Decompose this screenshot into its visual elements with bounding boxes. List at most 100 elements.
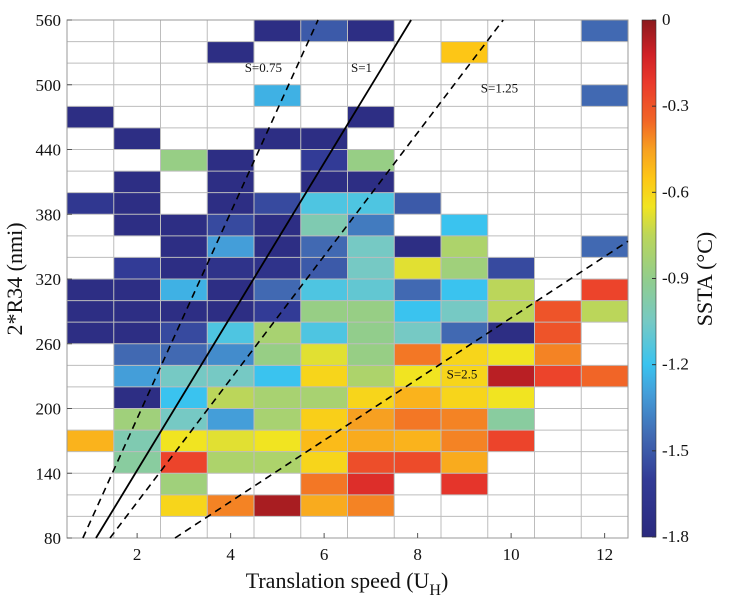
heatmap-cell bbox=[347, 279, 395, 301]
heatmap-cell bbox=[394, 235, 441, 258]
line-label: S=2.5 bbox=[447, 366, 478, 381]
heatmap-cell bbox=[347, 365, 395, 387]
heatmap-cell bbox=[254, 365, 301, 387]
heatmap-cell bbox=[113, 430, 161, 452]
heatmap-cell bbox=[207, 494, 254, 517]
line-label: S=1.25 bbox=[481, 80, 518, 95]
heatmap-cell bbox=[113, 214, 161, 236]
heatmap-cell bbox=[534, 322, 582, 344]
heatmap-cell bbox=[441, 343, 488, 366]
heatmap-cell bbox=[160, 322, 208, 344]
heatmap-cell bbox=[347, 300, 395, 323]
heatmap-cell bbox=[300, 171, 348, 193]
y-tick-label: 380 bbox=[36, 205, 62, 224]
heatmap-cell bbox=[347, 20, 395, 42]
heatmap-cell bbox=[441, 257, 488, 279]
heatmap-cell bbox=[300, 365, 348, 387]
line-s-2-5 bbox=[174, 240, 629, 539]
heatmap-cell bbox=[394, 343, 441, 366]
heatmap-cell bbox=[394, 192, 441, 215]
heatmap-cell bbox=[487, 279, 535, 301]
heatmap-cell bbox=[441, 386, 488, 409]
line-label: S=1 bbox=[351, 60, 372, 75]
heatmap-cell bbox=[347, 214, 395, 236]
heatmap-cell bbox=[254, 322, 301, 344]
heatmap-cell bbox=[160, 235, 208, 258]
x-axis-ticks: 2 4 6 8 10 12 bbox=[133, 533, 613, 564]
heatmap-cell bbox=[160, 214, 208, 236]
heatmap-cell bbox=[160, 343, 208, 366]
heatmap-cell bbox=[254, 386, 301, 409]
heatmap-cell bbox=[207, 171, 254, 193]
heatmap-cell bbox=[441, 430, 488, 452]
y-tick-label: 200 bbox=[36, 400, 62, 419]
heatmap-cell bbox=[300, 343, 348, 366]
line-label: S=0.75 bbox=[245, 60, 282, 75]
heatmap-cell bbox=[300, 473, 348, 495]
heatmap-cell bbox=[347, 257, 395, 279]
heatmap-cell bbox=[160, 279, 208, 301]
y-tick-label: 140 bbox=[36, 464, 62, 483]
heatmap-cell bbox=[347, 473, 395, 495]
heatmap-cell bbox=[67, 322, 114, 344]
heatmap-cell bbox=[207, 343, 254, 366]
heatmap-cell bbox=[254, 257, 301, 279]
heatmap-cell bbox=[207, 257, 254, 279]
heatmap-cell bbox=[300, 322, 348, 344]
heatmap-cell bbox=[394, 408, 441, 431]
heatmap-cell bbox=[254, 494, 301, 517]
heatmap-cell bbox=[113, 192, 161, 215]
heatmap-cell bbox=[347, 192, 395, 215]
heatmap-cell bbox=[160, 257, 208, 279]
heatmap-cell bbox=[67, 300, 114, 323]
heatmap-cell bbox=[67, 192, 114, 215]
heatmap-cell bbox=[300, 300, 348, 323]
line-s-0-75 bbox=[82, 19, 319, 539]
heatmap-cell bbox=[441, 365, 488, 387]
heatmap-cell bbox=[394, 386, 441, 409]
heatmap-cell bbox=[207, 408, 254, 431]
colorbar-tick-label: -0.9 bbox=[662, 269, 689, 288]
heatmap-cell bbox=[581, 365, 628, 387]
y-tick-label: 80 bbox=[44, 529, 61, 548]
heatmap-cell bbox=[394, 430, 441, 452]
heatmap-cell bbox=[300, 149, 348, 172]
y-tick-label: 320 bbox=[36, 270, 62, 289]
heatmap-cell bbox=[254, 214, 301, 236]
heatmap-cell bbox=[534, 300, 582, 323]
colorbar-ticks: 0 -0.3 -0.6 -0.9 -1.2 -1.5 -1.8 bbox=[652, 10, 689, 546]
heatmap-cell bbox=[487, 386, 535, 409]
heatmap-cell bbox=[347, 408, 395, 431]
heatmap-cell bbox=[207, 41, 254, 64]
heatmap-cell bbox=[207, 451, 254, 474]
heatmap-cell bbox=[160, 494, 208, 517]
heatmap-cell bbox=[394, 322, 441, 344]
x-tick-label: 10 bbox=[503, 545, 520, 564]
heatmap-cell bbox=[207, 149, 254, 172]
heatmap-cells bbox=[67, 20, 628, 517]
heatmap-cell bbox=[207, 279, 254, 301]
heatmap-cell bbox=[160, 473, 208, 495]
heatmap-cell bbox=[534, 343, 582, 366]
x-tick-label: 2 bbox=[133, 545, 142, 564]
heatmap-cell bbox=[347, 235, 395, 258]
y-tick-label: 500 bbox=[36, 76, 62, 95]
colorbar-tick-label: 0 bbox=[662, 10, 671, 29]
heatmap-cell bbox=[207, 386, 254, 409]
heatmap-cell bbox=[347, 149, 395, 172]
heatmap-cell bbox=[113, 300, 161, 323]
heatmap-cell bbox=[160, 149, 208, 172]
heatmap-cell bbox=[300, 279, 348, 301]
x-axis-title: Translation speed (UH) bbox=[246, 568, 449, 599]
colorbar-tick-label: -1.2 bbox=[662, 355, 689, 374]
heatmap-cell bbox=[113, 171, 161, 193]
s-lines: S=0.75 S=1 S=1.25 S=2.5 bbox=[82, 19, 629, 539]
heatmap-cell bbox=[487, 322, 535, 344]
heatmap-cell bbox=[67, 430, 114, 452]
heatmap-cell bbox=[300, 386, 348, 409]
heatmap-cell bbox=[207, 235, 254, 258]
y-tick-label: 440 bbox=[36, 141, 62, 160]
colorbar-tick-label: -1.8 bbox=[662, 527, 689, 546]
heatmap-cell bbox=[254, 430, 301, 452]
